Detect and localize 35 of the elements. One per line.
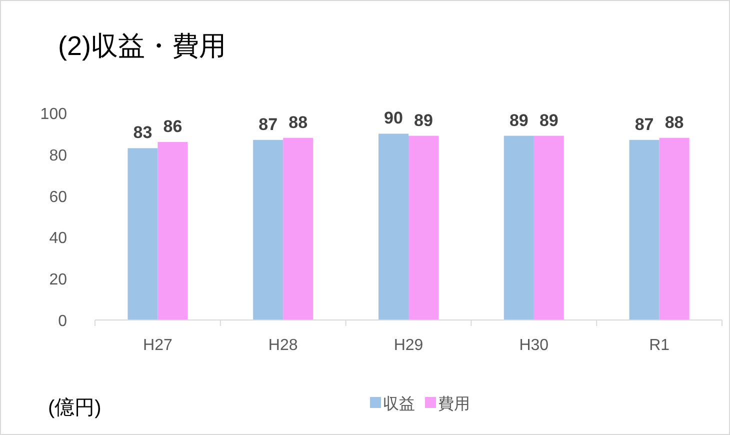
y-tick-label: 40 — [49, 230, 68, 248]
bar — [253, 140, 284, 320]
legend-label: 費用 — [438, 395, 470, 413]
bar — [128, 148, 158, 320]
text: (億円) — [48, 397, 102, 419]
data-label: 87 — [634, 114, 654, 134]
bar — [659, 138, 690, 320]
bar — [504, 136, 534, 320]
bar — [158, 142, 188, 320]
x-tick-label: H30 — [519, 337, 549, 354]
data-label: 89 — [414, 110, 433, 130]
data-label: 88 — [288, 112, 308, 132]
bar — [534, 136, 564, 320]
legend-label: 収益 — [383, 395, 415, 413]
x-tick-label: R1 — [649, 337, 670, 354]
chart-title: (2)収益・費用 — [58, 31, 226, 61]
y-tick-label: 80 — [49, 147, 68, 164]
data-label: 89 — [539, 110, 558, 130]
bar — [408, 136, 438, 320]
bar — [283, 138, 314, 320]
y-tick-label: 100 — [40, 106, 68, 123]
x-tick-label: H28 — [268, 337, 298, 354]
bar — [629, 140, 660, 320]
data-label: 87 — [258, 114, 278, 134]
y-tick-label: 0 — [58, 313, 68, 330]
data-label: 89 — [509, 110, 528, 130]
data-label: 86 — [163, 116, 182, 136]
y-tick-label: 20 — [49, 272, 68, 289]
bar — [378, 134, 408, 320]
data-label: 88 — [664, 112, 684, 132]
x-tick-label: H27 — [143, 337, 172, 354]
y-tick-label: 60 — [49, 188, 68, 206]
data-label: 90 — [384, 108, 403, 128]
x-tick-label: H29 — [394, 337, 424, 354]
data-label: 83 — [133, 123, 152, 142]
